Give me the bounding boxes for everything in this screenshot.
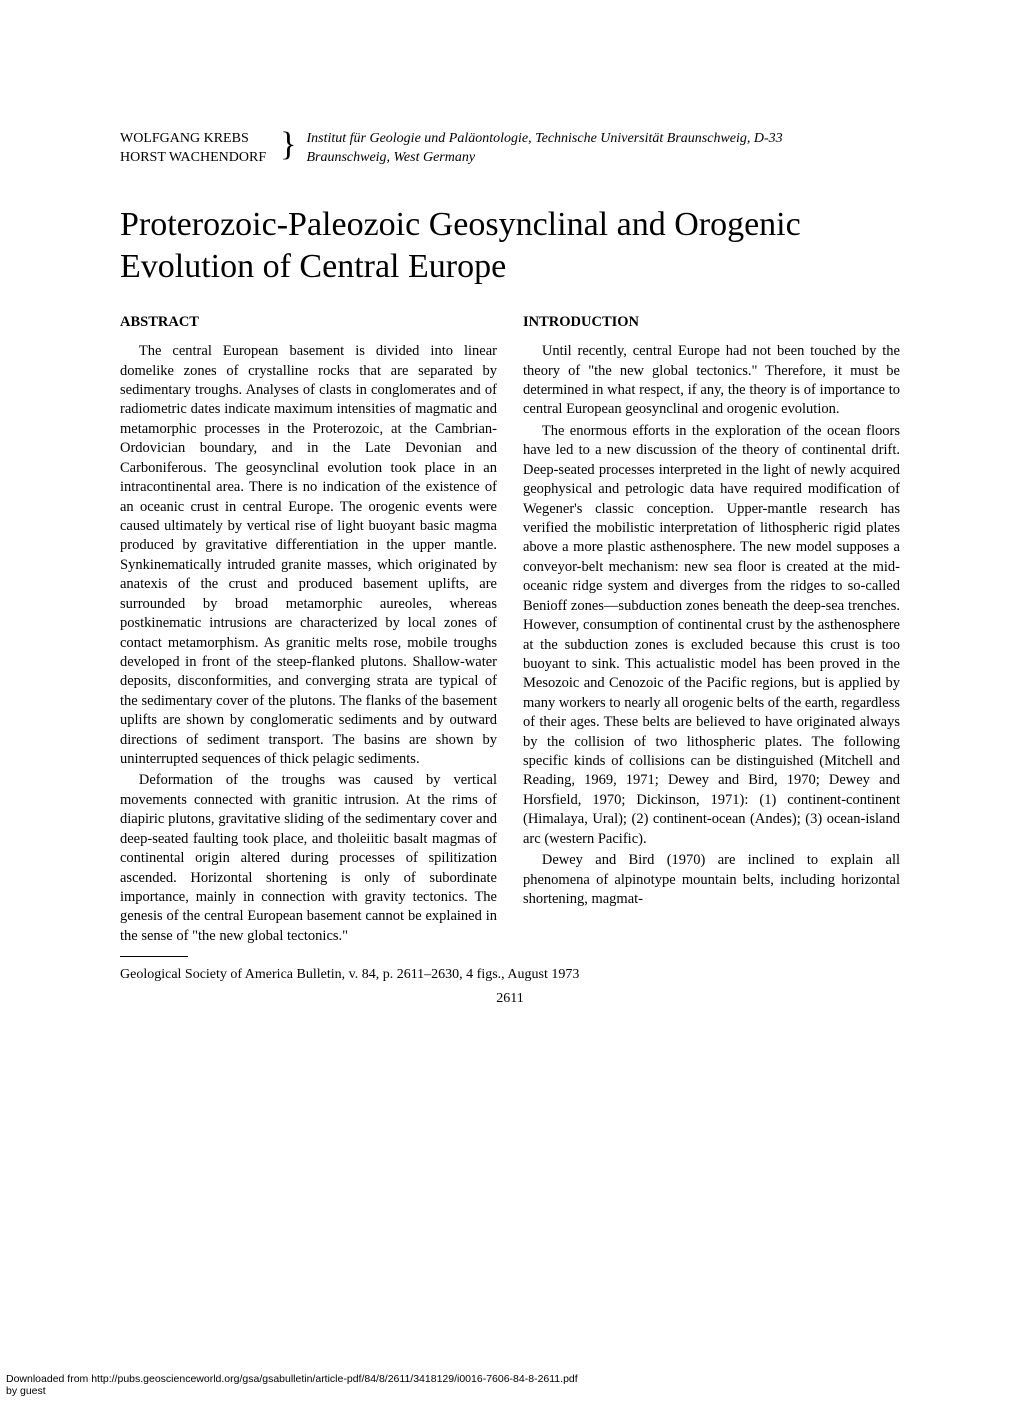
brace-glyph: }: [280, 128, 306, 162]
intro-para-2: The enormous efforts in the exploration …: [523, 422, 900, 849]
download-line-1: Downloaded from http://pubs.geosciencewo…: [6, 1373, 578, 1386]
author-names: WOLFGANG KREBS HORST WACHENDORF: [120, 130, 280, 168]
abstract-para-2: Deformation of the troughs was caused by…: [120, 771, 497, 946]
paper-page: WOLFGANG KREBS HORST WACHENDORF } Instit…: [0, 0, 1020, 1047]
intro-para-1: Until recently, central Europe had not b…: [523, 342, 900, 420]
body-columns: ABSTRACT The central European basement i…: [120, 313, 900, 947]
affiliation-text: Institut für Geologie und Paläontologie,…: [306, 130, 826, 168]
page-number: 2611: [120, 991, 900, 1007]
author-affiliation-block: WOLFGANG KREBS HORST WACHENDORF } Instit…: [120, 130, 900, 168]
footer-citation: Geological Society of America Bulletin, …: [120, 967, 900, 983]
download-line-2: by guest: [6, 1385, 578, 1398]
paper-title: Proterozoic-Paleozoic Geosynclinal and O…: [120, 204, 900, 289]
introduction-heading: INTRODUCTION: [523, 313, 900, 332]
abstract-para-1: The central European basement is divided…: [120, 342, 497, 769]
footnote-rule: [120, 956, 188, 957]
abstract-heading: ABSTRACT: [120, 313, 497, 332]
intro-para-3: Dewey and Bird (1970) are inclined to ex…: [523, 851, 900, 909]
download-watermark: Downloaded from http://pubs.geosciencewo…: [6, 1373, 578, 1398]
author-1: WOLFGANG KREBS: [120, 130, 266, 149]
author-2: HORST WACHENDORF: [120, 149, 266, 168]
